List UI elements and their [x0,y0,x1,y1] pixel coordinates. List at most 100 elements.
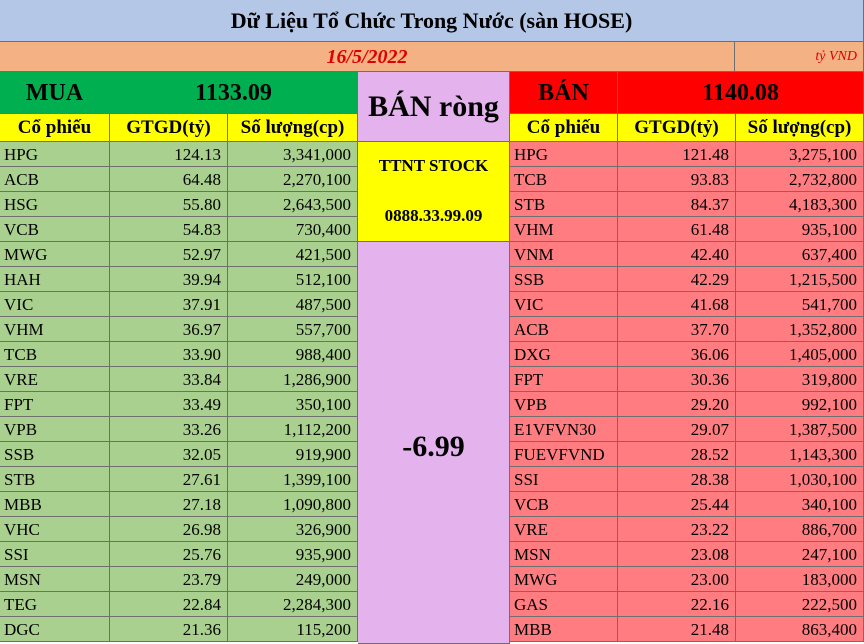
promo-name: TTNT STOCK [378,156,489,175]
sell-cell-value: 61.48 [618,217,736,242]
sell-cell-symbol: VPB [510,392,618,417]
buy-cell-symbol: MSN [0,567,110,592]
buy-cell-volume: 557,700 [228,317,358,342]
sell-cell-symbol: VCB [510,492,618,517]
buy-cell-volume: 2,643,500 [228,192,358,217]
unit-label: tỷ VND [735,42,864,72]
sheet-title: Dữ Liệu Tổ Chức Trong Nước (sàn HOSE) [0,0,864,42]
sell-cell-volume: 222,500 [736,592,864,617]
sell-cell-value: 37.70 [618,317,736,342]
sell-cell-value: 28.52 [618,442,736,467]
buy-cell-value: 33.90 [110,342,228,367]
buy-cell-value: 33.49 [110,392,228,417]
sell-cell-value: 30.36 [618,367,736,392]
sell-cell-symbol: GAS [510,592,618,617]
trade-date: 16/5/2022 [0,42,735,72]
buy-cell-symbol: FPT [0,392,110,417]
sell-cell-value: 21.48 [618,617,736,642]
sell-cell-volume: 1,143,300 [736,442,864,467]
sell-cell-volume: 541,700 [736,292,864,317]
buy-cell-value: 33.84 [110,367,228,392]
buy-cell-symbol: VHM [0,317,110,342]
sell-cell-volume: 1,387,500 [736,417,864,442]
promo-box: TTNT STOCK 0888.33.99.09 [358,142,510,242]
buy-cell-symbol: SSI [0,542,110,567]
sell-cell-symbol: E1VFVN30 [510,417,618,442]
net-value-cell: -6.99 [358,242,510,644]
buy-cell-symbol: VIC [0,292,110,317]
buy-cell-volume: 3,341,000 [228,142,358,167]
sell-cell-symbol: VIC [510,292,618,317]
buy-cell-symbol: ACB [0,167,110,192]
sell-cell-value: 23.22 [618,517,736,542]
buy-cell-value: 37.91 [110,292,228,317]
buy-col-volume: Số lượng(cp) [228,114,358,142]
buy-cell-volume: 326,900 [228,517,358,542]
buy-cell-symbol: DGC [0,617,110,642]
sell-cell-symbol: TCB [510,167,618,192]
sell-cell-volume: 863,400 [736,617,864,642]
buy-cell-volume: 988,400 [228,342,358,367]
sell-cell-value: 42.29 [618,267,736,292]
buy-cell-value: 26.98 [110,517,228,542]
sell-cell-volume: 1,030,100 [736,467,864,492]
buy-cell-symbol: VHC [0,517,110,542]
buy-cell-symbol: MWG [0,242,110,267]
sell-cell-symbol: MBB [510,617,618,642]
buy-cell-value: 36.97 [110,317,228,342]
sell-cell-symbol: HPG [510,142,618,167]
buy-cell-value: 54.83 [110,217,228,242]
buy-cell-symbol: STB [0,467,110,492]
sell-cell-value: 29.07 [618,417,736,442]
sell-cell-volume: 1,215,500 [736,267,864,292]
sell-cell-symbol: VHM [510,217,618,242]
net-sell-label: BÁN ròng [358,72,510,142]
buy-cell-volume: 487,500 [228,292,358,317]
buy-cell-value: 52.97 [110,242,228,267]
sell-cell-value: 93.83 [618,167,736,192]
sell-cell-value: 25.44 [618,492,736,517]
sell-cell-value: 121.48 [618,142,736,167]
buy-label: MUA [0,72,110,114]
sell-cell-value: 29.20 [618,392,736,417]
sell-cell-volume: 637,400 [736,242,864,267]
sell-col-symbol: Cổ phiếu [510,114,618,142]
buy-cell-volume: 512,100 [228,267,358,292]
sell-cell-volume: 319,800 [736,367,864,392]
buy-cell-symbol: TCB [0,342,110,367]
buy-col-value: GTGD(tỷ) [110,114,228,142]
sell-cell-symbol: VNM [510,242,618,267]
sell-cell-volume: 2,732,800 [736,167,864,192]
buy-cell-volume: 935,900 [228,542,358,567]
buy-cell-symbol: HSG [0,192,110,217]
sell-cell-volume: 1,405,000 [736,342,864,367]
sell-cell-symbol: VRE [510,517,618,542]
sell-cell-value: 23.08 [618,542,736,567]
buy-cell-symbol: VCB [0,217,110,242]
promo-phone: 0888.33.99.09 [384,206,483,225]
buy-cell-volume: 115,200 [228,617,358,642]
buy-cell-symbol: HAH [0,267,110,292]
sell-cell-value: 41.68 [618,292,736,317]
sell-cell-volume: 247,100 [736,542,864,567]
buy-cell-volume: 421,500 [228,242,358,267]
buy-cell-volume: 2,284,300 [228,592,358,617]
buy-cell-volume: 1,090,800 [228,492,358,517]
sell-cell-value: 28.38 [618,467,736,492]
buy-cell-value: 21.36 [110,617,228,642]
sell-cell-volume: 340,100 [736,492,864,517]
sell-label: BÁN [510,72,618,114]
sell-cell-symbol: MWG [510,567,618,592]
sell-cell-symbol: DXG [510,342,618,367]
buy-cell-symbol: VRE [0,367,110,392]
buy-cell-value: 39.94 [110,267,228,292]
sell-cell-symbol: STB [510,192,618,217]
buy-cell-value: 64.48 [110,167,228,192]
sell-cell-volume: 183,000 [736,567,864,592]
sell-cell-symbol: ACB [510,317,618,342]
sell-cell-symbol: MSN [510,542,618,567]
sell-col-volume: Số lượng(cp) [736,114,864,142]
buy-total: 1133.09 [110,72,358,114]
sell-cell-volume: 3,275,100 [736,142,864,167]
